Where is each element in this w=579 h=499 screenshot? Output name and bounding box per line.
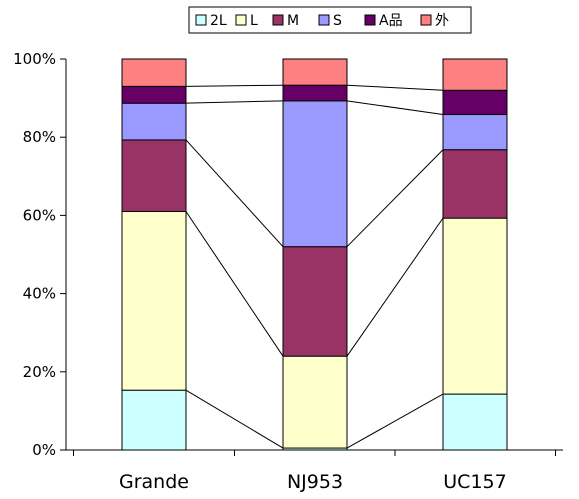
series-line-a-grade (346, 84, 444, 91)
series-line-m (346, 149, 444, 248)
legend-label-2l: 2L (210, 13, 227, 29)
bar-uc157-l (442, 217, 508, 395)
legend-swatch-m (272, 14, 284, 26)
bar-nj953-m (282, 246, 348, 357)
x-category-label: Grande (119, 471, 189, 493)
bar-nj953-a-grade (282, 84, 348, 102)
bar-nj953-s (282, 100, 348, 248)
series-line-l (346, 217, 444, 357)
bar-uc157-2l (442, 393, 508, 451)
y-tick-label: 0% (32, 441, 56, 459)
legend-label-a-grade: A品 (379, 13, 403, 29)
bar-grande-s (121, 102, 187, 141)
legend-swatch-s (318, 14, 330, 26)
bar-uc157-a-grade (442, 89, 508, 116)
y-tick-label: 40% (23, 285, 56, 303)
legend: 2L L M S A品 外 (188, 6, 472, 34)
series-line-s (185, 100, 284, 104)
y-tick-label: 20% (23, 363, 56, 381)
legend-swatch-a-grade (364, 14, 376, 26)
bar-nj953-l (282, 355, 348, 449)
y-tick-label: 80% (23, 128, 56, 146)
legend-swatch-2l (195, 14, 207, 26)
y-tick-label: 60% (23, 206, 56, 224)
bar-grande-l (121, 210, 187, 391)
plot-area: 0% 20% 40% 60% 80% 100% Grande NJ953 UC157 (13, 50, 563, 493)
x-category-label: UC157 (443, 471, 506, 493)
legend-label-l: L (250, 13, 258, 29)
bar-uc157-m (442, 149, 508, 219)
bar-uc157-other (442, 58, 508, 91)
legend-label-other: 外 (435, 13, 449, 29)
x-category-label: NJ953 (287, 471, 343, 493)
series-line-a-grade (185, 84, 284, 87)
series-line-s (346, 100, 444, 116)
legend-swatch-l (235, 14, 247, 26)
bar-uc157-s (442, 114, 508, 151)
series-line-2l (185, 389, 284, 449)
bar-grande-m (121, 139, 187, 212)
y-tick-label: 100% (13, 50, 56, 68)
legend-label-s: S (333, 13, 342, 29)
legend-swatch-other (420, 14, 432, 26)
series-line-2l (346, 393, 444, 449)
bar-grande-other (121, 58, 187, 87)
bar-grande-2l (121, 389, 187, 451)
legend-label-m: M (287, 13, 299, 29)
bar-grande-a-grade (121, 85, 187, 104)
series-line-m (185, 139, 284, 248)
series-line-l (185, 211, 284, 357)
bar-nj953-other (282, 58, 348, 86)
